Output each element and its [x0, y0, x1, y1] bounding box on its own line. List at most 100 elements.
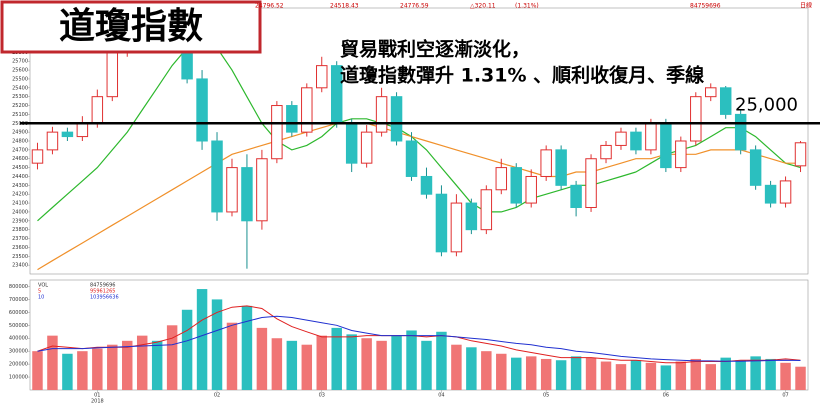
volume-bar: [361, 338, 372, 390]
candle-body: [61, 131, 74, 138]
candle-body: [764, 184, 777, 204]
y-tick-label: 24000: [12, 209, 28, 215]
candle-body: [360, 131, 373, 164]
y-tick-label: 25200: [12, 103, 28, 109]
volume-bar: [690, 358, 702, 390]
candle-body: [46, 131, 59, 151]
candle-body: [271, 105, 283, 160]
x-tick-label: 02: [214, 393, 220, 399]
volume-bar: [376, 340, 387, 390]
year-label: 2018: [91, 399, 104, 403]
x-tick-label: 07: [782, 393, 788, 399]
candle-body: [585, 158, 597, 209]
candle-body: [31, 149, 44, 164]
y-tick-label: 23800: [12, 227, 28, 233]
y-tick-label: 25100: [12, 112, 28, 118]
volume-bar: [555, 360, 567, 390]
candle-body: [435, 193, 448, 253]
volume-bar: [47, 335, 58, 390]
x-tick-label: 03: [319, 393, 325, 399]
y-tick-label: 200000: [9, 362, 28, 368]
candle-body: [405, 140, 418, 177]
candle-body: [420, 175, 433, 195]
volume-bar: [196, 289, 208, 390]
volume-bar: [630, 360, 642, 390]
volume-bar: [151, 340, 163, 390]
y-tick-label: 24900: [12, 130, 28, 136]
candle-body: [286, 105, 298, 133]
header-value: (1.31%): [515, 3, 539, 10]
volume-ma5-line: [37, 305, 801, 364]
y-tick-label: 25600: [12, 68, 28, 74]
chart-title: 道瓊指數: [59, 6, 203, 47]
candle-body: [465, 202, 478, 231]
y-tick-label: 25400: [12, 85, 28, 91]
volume-frame: [29, 279, 809, 391]
candle-body: [106, 51, 119, 98]
candle-body: [660, 122, 672, 169]
y-tick-label: 100000: [9, 375, 28, 381]
candle-body: [645, 122, 657, 151]
candle-body: [76, 122, 89, 138]
legend-name: 5: [38, 289, 41, 295]
volume-bar: [451, 344, 462, 390]
legend-name: 10: [38, 295, 44, 301]
candle-body: [734, 113, 747, 151]
volume-ma10-line: [37, 315, 801, 362]
candle-body: [779, 180, 792, 204]
volume-bar: [720, 357, 731, 390]
volume-bar: [316, 335, 327, 390]
annotation: 道瓊指數彈升 1.31% 、順利收復月、季線: [340, 64, 704, 87]
volume-bar: [615, 364, 627, 390]
volume-bar: [241, 305, 253, 390]
volume-bar: [166, 325, 178, 390]
candle-body: [749, 149, 762, 186]
legend-value: 95961265: [90, 289, 115, 295]
header-value: 日線: [800, 2, 812, 10]
header-value: 84759696: [690, 3, 721, 10]
plot: 23400 23500 23600 23700 23800 23900 24000 24100…: [9, 8, 807, 403]
y-tick-label: 25500: [12, 76, 28, 82]
volume-bar: [675, 361, 687, 390]
volume-bar: [331, 327, 342, 390]
candle-body: [211, 140, 223, 213]
y-tick-label: 800000: [9, 284, 28, 290]
volume-bar: [511, 357, 522, 390]
y-tick-label: 24400: [12, 174, 28, 180]
x-tick-label: 04: [438, 393, 444, 399]
volume-bar: [77, 351, 88, 390]
candle-body: [495, 167, 508, 191]
volume-bar: [525, 356, 537, 390]
y-tick-label: 23400: [12, 263, 28, 269]
y-tick-label: 24500: [12, 165, 28, 171]
candle-body: [345, 122, 358, 164]
y-tick-label: 400000: [9, 336, 28, 342]
moving-average-line: [37, 122, 801, 271]
candle-body: [301, 87, 313, 133]
candle-body: [705, 87, 717, 98]
legend-name: VOL: [38, 283, 48, 289]
volume-bar: [391, 335, 402, 390]
candle-body: [525, 175, 537, 204]
y-tick-label: 600000: [9, 310, 28, 316]
volume-bar: [181, 309, 193, 390]
volume-bar: [32, 351, 43, 390]
candle-body: [630, 131, 642, 151]
x-tick-label: 05: [543, 393, 549, 399]
candle-body: [226, 167, 238, 213]
volume-bar: [660, 365, 672, 390]
volume-bar: [136, 335, 148, 390]
x-tick-label: 01: [94, 393, 100, 399]
y-tick-label: 700000: [9, 297, 28, 303]
candle-body: [375, 96, 388, 133]
reference-label: 25,000: [735, 94, 798, 115]
header-value: 24518.43: [330, 3, 359, 10]
volume-bar: [496, 353, 507, 390]
volume-bar: [421, 340, 432, 390]
volume-bar: [570, 356, 582, 390]
candle-body: [480, 189, 493, 231]
volume-bar: [466, 347, 477, 390]
legend-value: 103956636: [90, 295, 119, 301]
volume-bar: [226, 322, 238, 390]
volume-bar: [540, 358, 552, 390]
